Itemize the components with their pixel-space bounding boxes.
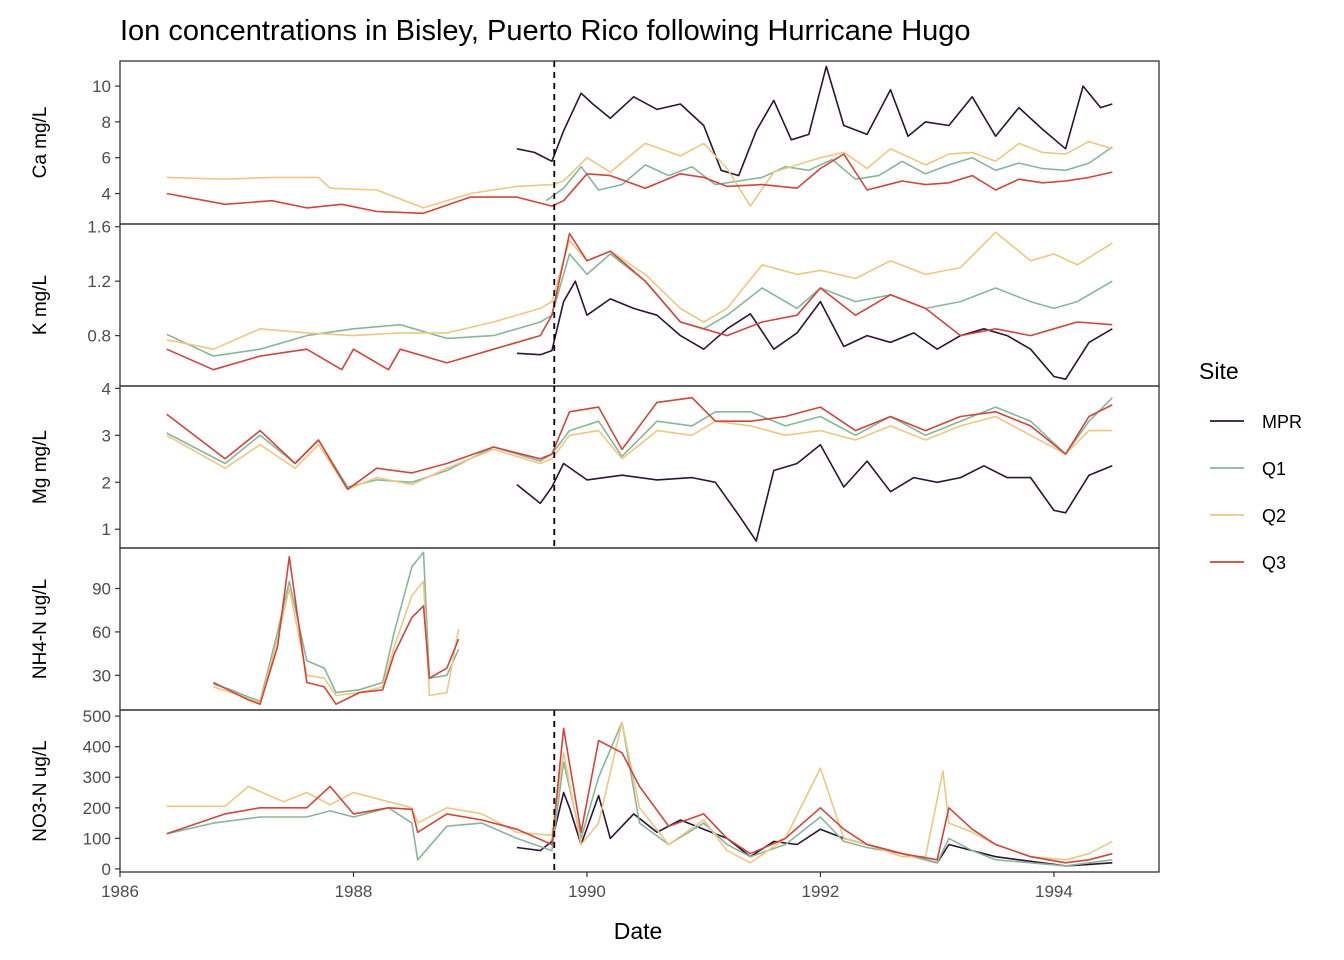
y-tick-label: 1 [102, 520, 111, 539]
panels: 4 6 8 10 Ca mg/L 0.8 1.2 1.6 K mg/L 1 2 3 4 Mg mg/L 30… [30, 60, 1160, 879]
y-axis-label: NO3-N ug/L [30, 740, 51, 841]
y-tick-label: 0 [102, 860, 111, 879]
y-tick-label: 60 [92, 623, 111, 642]
y-tick-label: 0.8 [87, 327, 111, 346]
x-axis: 1986 1988 1990 1992 1994 [101, 872, 1073, 901]
series-line-q3 [166, 396, 1113, 491]
x-axis-label: Date [614, 918, 663, 944]
y-axis-label: Mg mg/L [30, 430, 51, 504]
series-line-mpr [516, 65, 1113, 177]
series-line-mpr [516, 443, 1113, 542]
y-axis-label: K mg/L [30, 275, 51, 335]
y-tick-label: 200 [83, 799, 111, 818]
y-tick-label: 3 [102, 426, 111, 445]
panel-2: 1 2 3 4 Mg mg/L [30, 379, 1160, 549]
y-tick-label: 1.2 [87, 272, 111, 291]
y-tick-label: 10 [92, 77, 111, 96]
panel-1-lines [166, 231, 1113, 380]
panel-4-lines [166, 721, 1113, 867]
series-line-q1 [213, 551, 460, 703]
x-tick-label: 1992 [802, 882, 840, 901]
y-tick-label: 2 [102, 473, 111, 492]
series-line-q3 [166, 232, 1113, 371]
x-tick-label: 1990 [568, 882, 606, 901]
series-line-q1 [166, 253, 1113, 357]
panel-0: 4 6 8 10 Ca mg/L [30, 60, 1160, 225]
series-line-q2 [213, 580, 460, 704]
panel-3: 30 60 90 NH4-N ug/L [30, 547, 1160, 711]
y-tick-label: 4 [102, 185, 111, 204]
y-tick-label: 4 [102, 379, 111, 398]
panel-border [119, 547, 1160, 711]
panel-border [119, 223, 1160, 387]
panel-2-lines [166, 396, 1113, 542]
y-tick-label: 100 [83, 829, 111, 848]
y-axis-label: Ca mg/L [30, 107, 51, 179]
series-line-mpr [516, 280, 1113, 380]
y-tick-label: 8 [102, 113, 111, 132]
x-tick-label: 1988 [335, 882, 373, 901]
series-line-q2 [166, 721, 1113, 864]
y-tick-label: 300 [83, 768, 111, 787]
legend-label-mpr: MPR [1262, 412, 1302, 432]
legend-title: Site [1199, 358, 1239, 384]
series-line-q1 [166, 721, 1113, 867]
series-line-q2 [166, 415, 1113, 491]
panel-4: 0 100 200 300 400 500 NO3-N ug/L [30, 707, 1160, 879]
panel-0-lines [166, 65, 1113, 215]
series-line-q2 [166, 140, 1113, 209]
series-line-q3 [166, 727, 1113, 864]
panel-border [119, 709, 1160, 873]
y-tick-label: 400 [83, 738, 111, 757]
y-tick-label: 90 [92, 580, 111, 599]
series-line-q2 [166, 231, 1113, 350]
y-tick-label: 500 [83, 707, 111, 726]
y-tick-label: 6 [102, 149, 111, 168]
panel-1: 0.8 1.2 1.6 K mg/L [30, 218, 1160, 387]
y-axis-label: NH4-N ug/L [30, 579, 51, 679]
legend: Site MPR Q1 Q2 Q3 [1199, 358, 1302, 573]
x-tick-label: 1986 [101, 882, 139, 901]
panel-border [119, 60, 1160, 225]
y-tick-label: 30 [92, 666, 111, 685]
legend-label-q2: Q2 [1262, 506, 1286, 526]
series-line-q1 [166, 397, 1113, 488]
legend-label-q1: Q1 [1262, 459, 1286, 479]
series-line-q3 [213, 555, 460, 705]
panel-3-lines [213, 551, 460, 705]
y-tick-label: 1.6 [87, 218, 111, 237]
series-line-q3 [166, 153, 1113, 215]
x-tick-label: 1994 [1035, 882, 1073, 901]
legend-label-q3: Q3 [1262, 553, 1286, 573]
chart-title: Ion concentrations in Bisley, Puerto Ric… [120, 15, 971, 47]
